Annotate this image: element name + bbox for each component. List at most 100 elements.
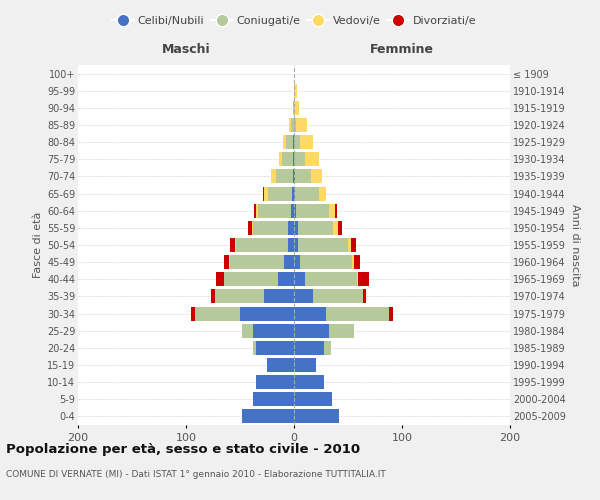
Bar [294,290,313,304]
Bar [283,135,286,149]
Bar [254,204,256,218]
Bar [295,170,311,183]
Bar [278,272,294,286]
Legend: Celibi/Nubili, Coniugati/e, Vedovi/e, Divorziati/e: Celibi/Nubili, Coniugati/e, Vedovi/e, Di… [107,12,481,30]
Bar [298,238,348,252]
Bar [271,170,275,183]
Bar [284,255,294,269]
Bar [294,186,295,200]
Bar [294,204,296,218]
Bar [294,238,298,252]
Text: Maschi: Maschi [161,44,211,57]
Bar [348,238,351,252]
Bar [294,152,305,166]
Bar [329,204,335,218]
Y-axis label: Anni di nascita: Anni di nascita [570,204,580,286]
Bar [333,221,338,235]
Bar [224,255,229,269]
Bar [294,410,340,424]
Bar [296,118,307,132]
Bar [296,204,329,218]
Bar [275,170,293,183]
Bar [294,118,296,132]
Bar [301,135,313,149]
Text: Popolazione per età, sesso e stato civile - 2010: Popolazione per età, sesso e stato civil… [6,442,360,456]
Bar [279,152,282,166]
Bar [256,375,294,389]
Bar [313,290,363,304]
Bar [294,392,332,406]
Bar [293,135,294,149]
Bar [256,341,294,355]
Bar [294,272,305,286]
Bar [230,255,284,269]
Bar [294,375,324,389]
Bar [248,221,252,235]
Bar [256,204,259,218]
Bar [294,341,324,355]
Bar [264,290,294,304]
Bar [352,255,355,269]
Y-axis label: Fasce di età: Fasce di età [32,212,43,278]
Bar [216,272,224,286]
Bar [287,238,294,252]
Bar [293,170,294,183]
Bar [211,290,215,304]
Bar [267,358,294,372]
Bar [293,152,294,166]
Bar [294,101,299,115]
Bar [293,101,294,115]
Bar [294,324,329,338]
Bar [289,118,291,132]
Bar [263,186,264,200]
Bar [253,221,287,235]
Bar [259,204,291,218]
Bar [326,306,389,320]
Bar [294,306,326,320]
Bar [282,152,293,166]
Bar [291,118,294,132]
Bar [338,221,341,235]
Bar [242,410,294,424]
Bar [229,255,230,269]
Bar [294,135,301,149]
Text: COMUNE DI VERNATE (MI) - Dati ISTAT 1° gennaio 2010 - Elaborazione TUTTITALIA.IT: COMUNE DI VERNATE (MI) - Dati ISTAT 1° g… [6,470,386,479]
Bar [194,306,240,320]
Bar [329,324,355,338]
Bar [215,290,264,304]
Bar [291,204,294,218]
Bar [363,290,367,304]
Bar [298,221,333,235]
Bar [358,272,368,286]
Bar [294,170,295,183]
Bar [253,324,294,338]
Bar [287,221,294,235]
Bar [253,392,294,406]
Bar [240,306,294,320]
Bar [286,135,293,149]
Bar [319,186,326,200]
Bar [311,170,322,183]
Bar [230,238,235,252]
Text: Femmine: Femmine [370,44,434,57]
Bar [301,255,352,269]
Bar [292,186,294,200]
Bar [252,221,253,235]
Bar [268,186,292,200]
Bar [351,238,356,252]
Bar [294,84,297,98]
Bar [236,238,287,252]
Bar [295,186,319,200]
Bar [305,152,319,166]
Bar [305,272,356,286]
Bar [242,324,253,338]
Bar [356,272,358,286]
Bar [264,186,268,200]
Bar [191,306,194,320]
Bar [224,272,278,286]
Bar [335,204,337,218]
Bar [235,238,236,252]
Bar [294,255,301,269]
Bar [355,255,360,269]
Bar [324,341,331,355]
